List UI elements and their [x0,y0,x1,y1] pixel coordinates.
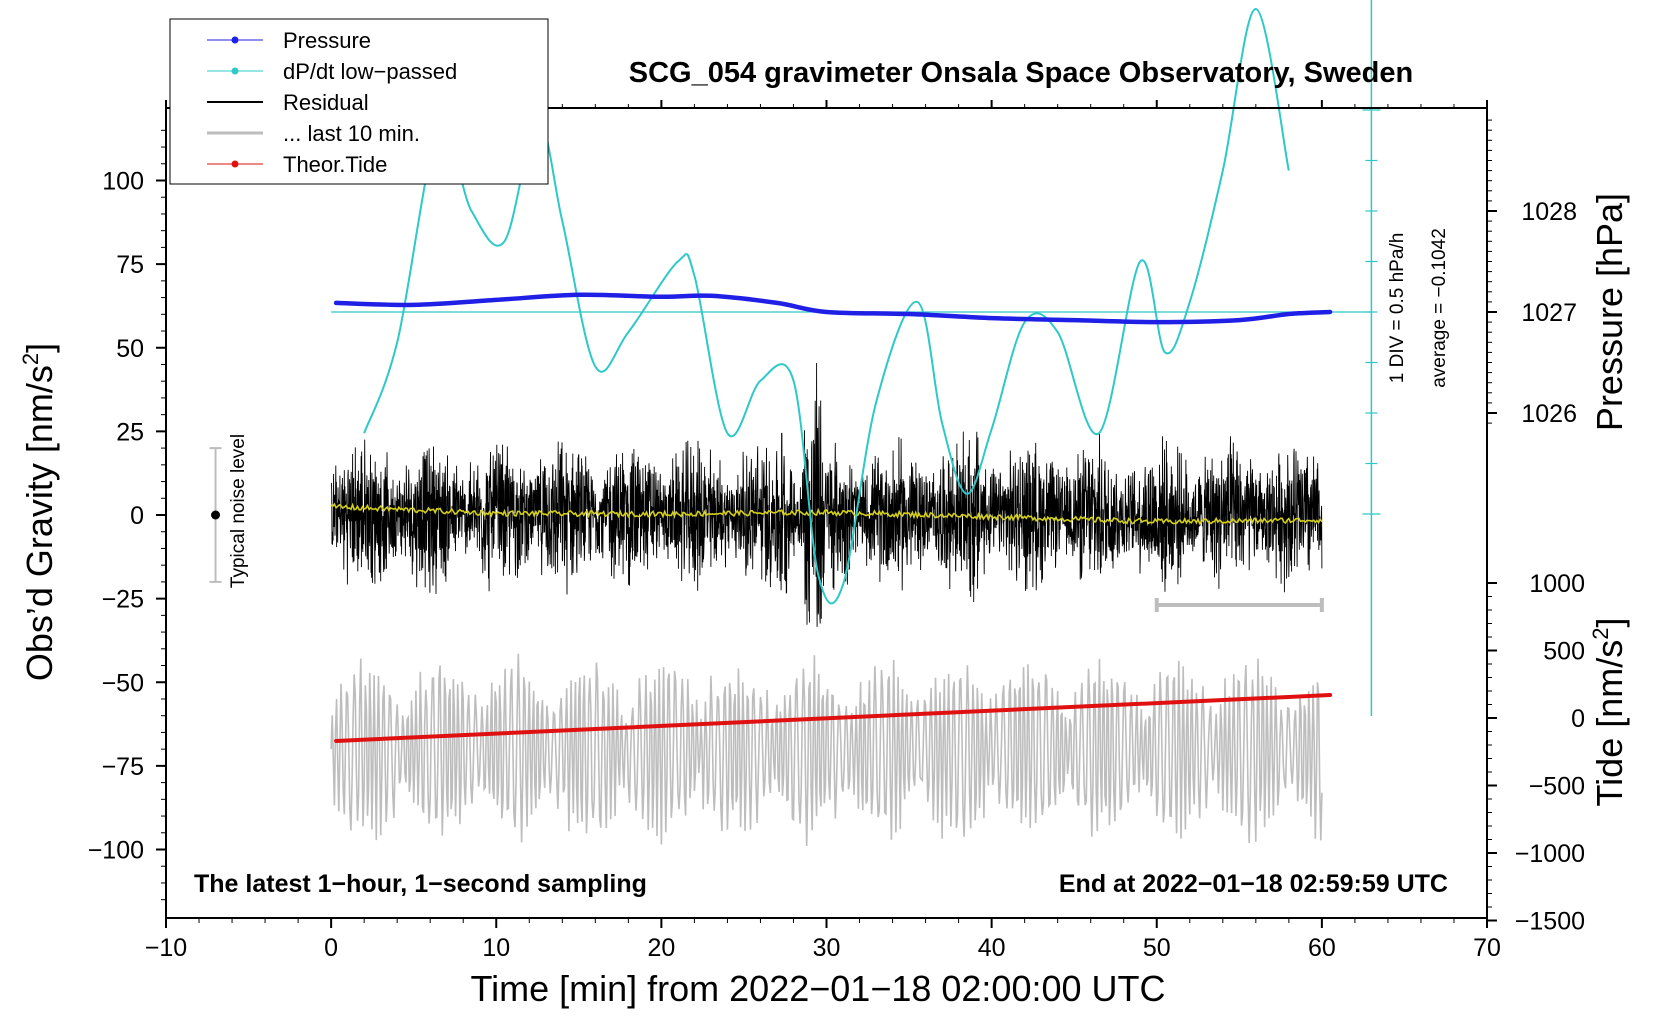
y-tick-label: 0 [130,502,144,530]
y-tick-label: 100 [102,168,144,196]
x-tick-label: 60 [1308,934,1336,962]
noise-level-label: Typical noise level [228,434,249,588]
legend-label-dpdt: dP/dt low−passed [283,59,457,84]
y-tick-label: 75 [116,251,144,279]
tide-tick-label: 0 [1571,705,1585,733]
axes-layer: −10 0 10 20 30 40 50 60 70−100−75−50−25025507510… [88,100,1585,962]
x-tick-label: 10 [482,934,510,962]
tide-tick-label: 1000 [1529,570,1585,598]
note-right: End at 2022−01−18 02:59:59 UTC [1059,870,1448,898]
x-tick-label: 30 [813,934,841,962]
y-tick-label: −25 [102,586,144,614]
legend-label-last10: ... last 10 min. [283,121,420,146]
pressure-line [333,292,1333,325]
pressure-tick-label: 1026 [1521,400,1577,428]
noise-bar-center [211,510,221,520]
y-axis-label-tide: Tide [nm/s2] [1588,618,1630,807]
residual-line [330,362,1323,627]
legend-label-tide: Theor.Tide [283,152,387,177]
y-tick-label: −50 [102,669,144,697]
dpdt-div-label: 1 DIV = 0.5 hPa/h [1387,233,1408,384]
last-10-min-line [330,653,1323,847]
y-tick-label: 50 [116,335,144,363]
tide-tick-label: 500 [1543,638,1585,666]
residual-layer [330,362,1323,627]
y-axis-label-pressure: Pressure [hPa] [1589,193,1630,431]
x-axis-label: Time [min] from 2022−01−18 02:00:00 UTC [470,968,1165,1009]
chart-title: SCG_054 gravimeter Onsala Space Observat… [629,57,1413,89]
y-tick-label: −75 [102,753,144,781]
tide-line [334,693,1333,743]
dpdt-average-label: average = −0.1042 [1429,228,1450,388]
legend-marker-tide [231,160,239,168]
pressure-tick-label: 1028 [1521,198,1577,226]
tide-tick-label: −500 [1529,773,1585,801]
y-axis-label-gravity: Obs’d Gravity [nm/s2] [18,343,60,681]
residual-mean-line [330,502,1323,526]
legend-marker-pressure [231,36,239,44]
x-tick-label: 20 [647,934,675,962]
x-tick-label: 70 [1473,934,1501,962]
legend: Pressure dP/dt low−passed Residual ... l… [169,18,549,185]
y-tick-label: 25 [116,418,144,446]
x-tick-label: 50 [1143,934,1171,962]
x-tick-label: 40 [978,934,1006,962]
pressure-tick-label: 1027 [1521,299,1577,327]
y-tick-label: −100 [88,837,144,865]
x-tick-label: 0 [324,934,338,962]
tide-tick-label: −1500 [1515,908,1585,936]
legend-label-pressure: Pressure [283,28,371,53]
tide-tick-label: −1000 [1515,840,1585,868]
legend-marker-dpdt [231,67,239,75]
x-tick-label: −10 [145,934,187,962]
note-left: The latest 1−hour, 1−second sampling [194,870,647,898]
legend-label-residual: Residual [283,90,369,115]
last-10-min-layer [330,653,1323,847]
